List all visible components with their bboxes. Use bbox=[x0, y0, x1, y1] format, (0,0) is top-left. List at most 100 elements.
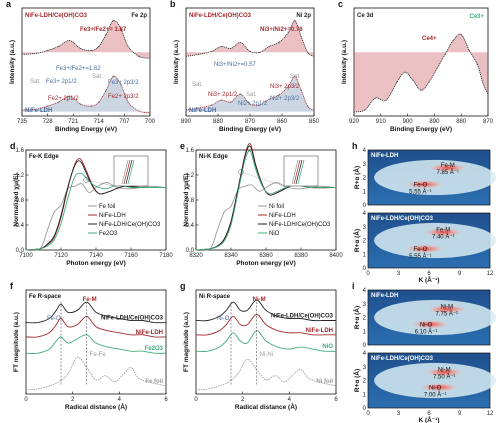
data-point bbox=[185, 109, 187, 111]
panel-e: e 8320 8340 8360 8380 8400 Photon energy (eV) N… bbox=[180, 141, 343, 267]
data-point bbox=[105, 33, 107, 36]
data-point bbox=[149, 57, 151, 59]
peak-label: Ni-O bbox=[420, 322, 433, 328]
data-point bbox=[294, 75, 296, 77]
series-line bbox=[195, 182, 337, 251]
inset-line bbox=[297, 159, 305, 185]
peak-label: 7.85 Å⁻¹ bbox=[437, 169, 460, 176]
y-tick-label: 0.4 bbox=[186, 223, 195, 229]
legend-entry: NiFe-LDH/Ce(OH)CO3 bbox=[269, 222, 331, 228]
inset-line bbox=[121, 159, 129, 185]
inset-connector bbox=[85, 179, 115, 187]
map-title: NiFe-LDH bbox=[371, 153, 398, 159]
panel-b: b 890 880 870 860 850 Binding Energy (eV) Inten… bbox=[170, 0, 320, 133]
series-label: NiFe-LDH/Ce(OH)CO3 bbox=[271, 314, 334, 320]
y-axis-label: R+α (Å) bbox=[352, 306, 361, 329]
inset-line bbox=[125, 159, 133, 185]
legend-entry: NiFe-LDH/Ce(OH)CO3 bbox=[99, 222, 161, 228]
x-tick-label: 0 bbox=[194, 397, 198, 403]
data-point bbox=[21, 109, 23, 111]
heatmap-peak bbox=[422, 367, 467, 378]
series-line bbox=[185, 75, 315, 111]
y-tick-label: 0.8 bbox=[16, 198, 25, 204]
data-point bbox=[468, 49, 470, 52]
data-point bbox=[127, 45, 129, 48]
data-point bbox=[211, 50, 213, 53]
data-point bbox=[57, 101, 60, 103]
inset-line bbox=[295, 159, 303, 185]
data-point bbox=[313, 109, 315, 111]
peak-label: Ni3+ 2p3/2 bbox=[270, 84, 300, 90]
y-axis-label: Normalized χμ(E) bbox=[13, 173, 20, 226]
legend-entry: Fe foil bbox=[99, 204, 115, 210]
x-tick-label: 890 bbox=[181, 119, 192, 125]
data-point bbox=[149, 112, 151, 114]
y-tick-label: 0 bbox=[363, 343, 367, 349]
x-tick-label: 4 bbox=[118, 397, 122, 403]
panel-f: f 0 2 4 6 Radical distance (Å) FT magnitude (a… bbox=[10, 281, 168, 411]
y-tick-label: 3 bbox=[363, 302, 367, 308]
peak-label: 6.10 Å⁻¹ bbox=[415, 328, 438, 335]
legend-entry: NiFe-LDH bbox=[99, 213, 126, 219]
peak-label: 7.40 Å⁻¹ bbox=[432, 233, 455, 240]
x-axis-label: Binding Energy (eV) bbox=[55, 126, 117, 133]
y-tick-label: 0.0 bbox=[186, 248, 195, 254]
x-tick-label: 7180 bbox=[159, 253, 173, 259]
heatmap-peak bbox=[408, 319, 453, 330]
data-point bbox=[120, 83, 122, 85]
heatmap-peak bbox=[402, 179, 447, 190]
panel-g: g 0 2 4 6 Radical distance (Å) FT magnitude (a… bbox=[180, 281, 338, 411]
data-point bbox=[420, 89, 422, 91]
data-point bbox=[98, 101, 100, 103]
y-axis-label: FT magnitude (a.u.) bbox=[13, 312, 20, 372]
peak-label: Ni-M bbox=[253, 297, 266, 303]
y-tick-label: 0.4 bbox=[16, 223, 25, 229]
legend-entry: Ni foil bbox=[269, 204, 284, 210]
peak-label: Fe-M bbox=[441, 163, 455, 169]
data-point bbox=[436, 67, 438, 69]
y-axis-label: R+α (Å) bbox=[352, 166, 361, 189]
panel-label: i bbox=[352, 281, 355, 291]
peak-label: Fe3+ 2p3/2 bbox=[108, 80, 139, 86]
data-point bbox=[385, 99, 387, 101]
peak-label: Fe3+ 2p1/2 bbox=[46, 79, 77, 85]
y-tick-label: 0.0 bbox=[16, 248, 25, 254]
data-point bbox=[21, 53, 23, 55]
data-point bbox=[79, 47, 82, 50]
peak-label: Sat. bbox=[246, 92, 257, 98]
data-point bbox=[268, 45, 270, 48]
x-tick-label: 6 bbox=[164, 397, 168, 403]
map-title: NiFe-LDH/Ce(OH)CO3 bbox=[371, 356, 434, 362]
x-tick-label: 9 bbox=[458, 411, 462, 417]
data-point bbox=[278, 94, 280, 96]
x-tick-label: 0 bbox=[366, 271, 370, 277]
y-tick-label: 1.6 bbox=[186, 148, 195, 154]
fit-fill-a bbox=[22, 76, 150, 113]
inset-connector bbox=[240, 171, 285, 187]
panel-label: e bbox=[180, 141, 185, 151]
ratio-label: Ni3+/Ni2+=0.57 bbox=[214, 62, 257, 68]
y-tick-label: 4 bbox=[363, 148, 367, 154]
legend-entry: NiFe-LDH bbox=[269, 213, 296, 219]
peak-label: Fe-O bbox=[414, 247, 428, 253]
y-tick-label: 0 bbox=[363, 266, 367, 272]
data-point bbox=[487, 93, 489, 95]
data-point bbox=[90, 49, 93, 52]
peak-label: Ni-M bbox=[438, 367, 451, 373]
peak-label: Ce3+ bbox=[469, 14, 484, 20]
data-point bbox=[220, 45, 222, 48]
x-tick-label: 6 bbox=[427, 411, 431, 417]
data-point bbox=[90, 105, 93, 107]
peak-label: Ni-O bbox=[429, 385, 442, 391]
ratio-label: Fe3+/Fe2+= 1.87 bbox=[80, 27, 127, 33]
y-axis-label: Intensity (a.u.) bbox=[173, 40, 180, 84]
y-tick-label: 0.8 bbox=[186, 198, 195, 204]
y-tick-label: 3 bbox=[363, 162, 367, 168]
series-label: Ni foil bbox=[316, 379, 333, 385]
plot-frame bbox=[353, 7, 489, 117]
y-tick-label: 4 bbox=[363, 288, 367, 294]
x-axis-label: K (Å⁻¹) bbox=[418, 275, 439, 284]
element-label: Ni 2p bbox=[296, 13, 311, 19]
data-point bbox=[220, 99, 222, 101]
peak-label: Ni-M bbox=[440, 304, 453, 310]
